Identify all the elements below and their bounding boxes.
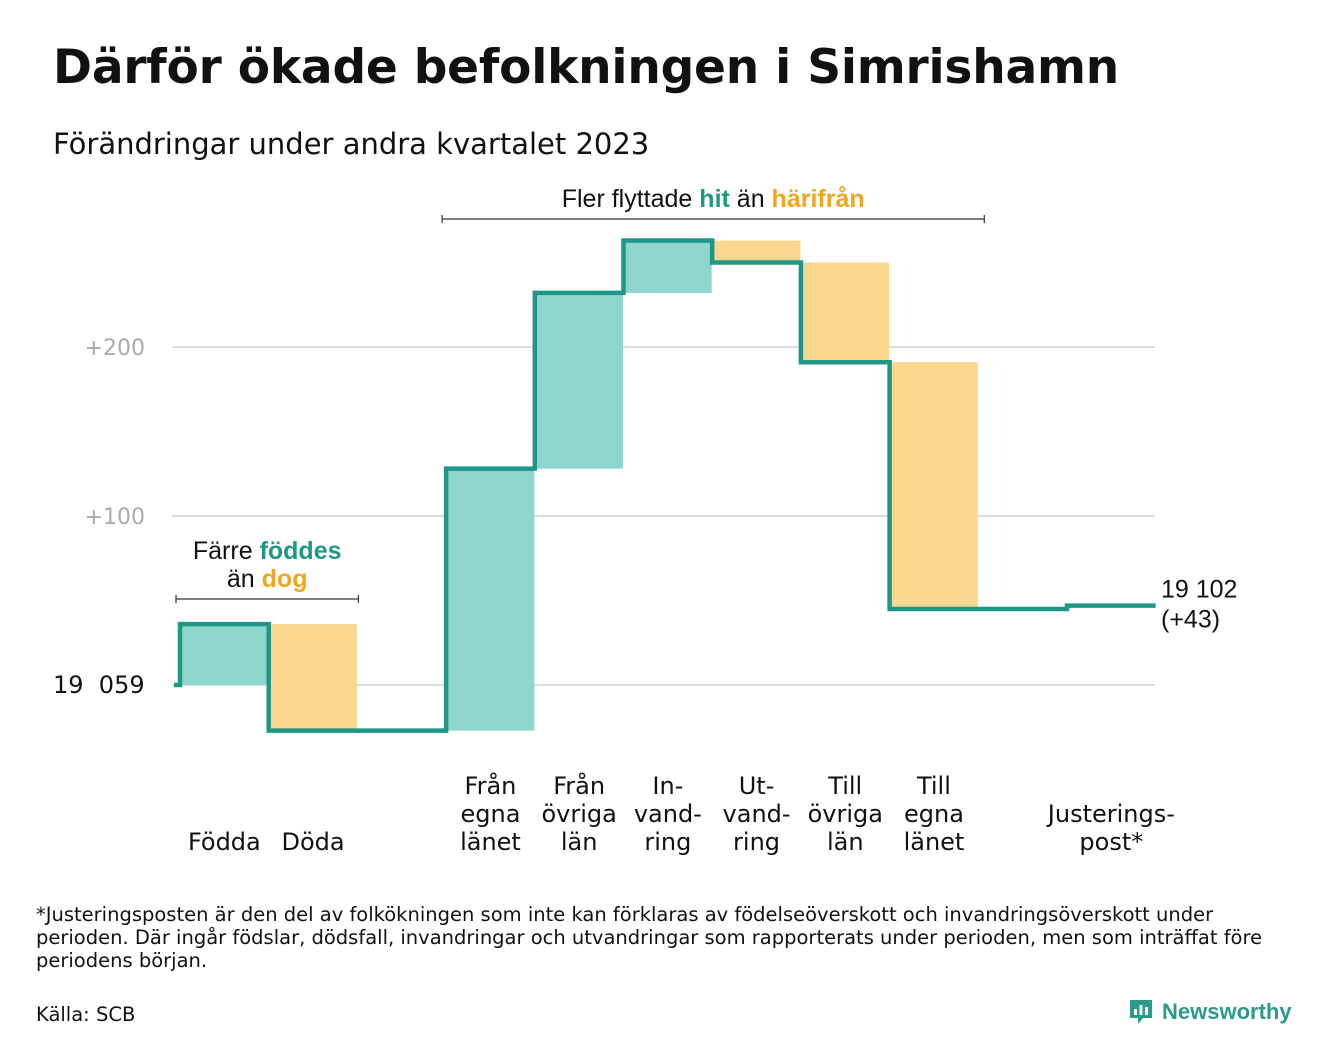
category-label: länet: [460, 828, 521, 856]
chart-title: Därför ökade befolkningen i Simrishamn: [53, 40, 1120, 95]
category-label: Från: [465, 771, 517, 800]
category-label: Till: [916, 772, 951, 800]
source-label: Källa: SCB: [36, 1003, 136, 1026]
annotation-label: än dog: [227, 565, 308, 593]
chart-subtitle: Förändringar under andra kvartalet 2023: [53, 127, 650, 161]
waterfall-bar: [269, 624, 357, 731]
annotation-segment: föddes: [260, 537, 342, 565]
brand-logo[interactable]: Newsworthy: [1128, 998, 1292, 1026]
category-label: ring: [733, 828, 780, 856]
waterfall-bar: [890, 362, 978, 609]
category-label: övriga: [808, 800, 883, 828]
waterfall-bar: [446, 468, 535, 731]
waterfall-bar: [801, 262, 890, 363]
waterfall-bar: [624, 240, 712, 293]
annotation-segment: dog: [262, 565, 308, 593]
category-label: län: [561, 828, 598, 856]
newsworthy-logo-icon: [1130, 1000, 1152, 1024]
y-tick-label: +200: [85, 336, 145, 361]
category-label: län: [827, 828, 864, 856]
end-value-label: 19 102: [1161, 576, 1237, 604]
category-label: vand-: [634, 800, 702, 828]
category-label: Justerings-: [1046, 800, 1175, 828]
y-tick-label: +100: [85, 505, 145, 530]
category-label: egna: [460, 800, 520, 828]
baseline-label: 19 059: [53, 671, 145, 699]
category-label: post*: [1079, 828, 1143, 856]
annotation-segment: än: [227, 565, 262, 593]
brand-name: Newsworthy: [1162, 999, 1292, 1024]
end-value-label: (+43): [1161, 606, 1220, 634]
annotation-segment: Färre: [193, 537, 260, 565]
annotation-segment: hit: [699, 185, 730, 213]
waterfall-bar: [535, 292, 623, 469]
category-label: Ut-: [739, 772, 775, 800]
annotation-segment: än: [730, 185, 772, 213]
annotation-label: Fler flyttade hit än härifrån: [562, 185, 865, 213]
annotation-label: Färre föddes: [193, 537, 342, 565]
annotation-segment: härifrån: [772, 185, 865, 213]
category-label: länet: [904, 828, 965, 856]
category-label: Från: [553, 771, 605, 800]
waterfall-bar: [180, 624, 269, 685]
footnote: *Justeringsposten är den del av folkökni…: [36, 903, 1263, 972]
category-label: Döda: [281, 828, 344, 856]
category-label: Födda: [188, 828, 261, 856]
cumulative-step-line: [174, 238, 1156, 733]
category-label: egna: [904, 800, 964, 828]
category-label: In-: [652, 772, 683, 800]
category-label: övriga: [541, 800, 616, 828]
category-label: vand-: [723, 800, 791, 828]
category-label: ring: [644, 828, 691, 856]
waterfall-bar: [712, 240, 801, 263]
category-label: Till: [827, 772, 862, 800]
annotation-segment: Fler flyttade: [562, 185, 700, 213]
